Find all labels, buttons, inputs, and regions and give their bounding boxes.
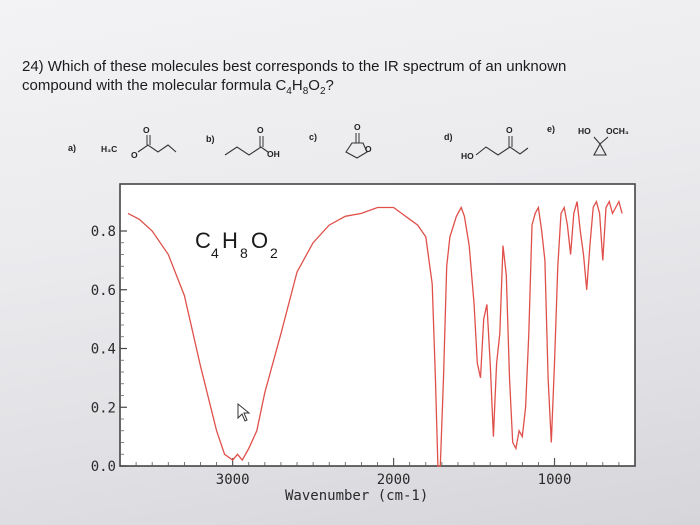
question-line-2: compound with the molecular formula C4H8…: [22, 76, 662, 101]
formula-h-sub-big: 8: [240, 245, 248, 261]
formula-c-sub: 4: [286, 86, 292, 97]
choice-a-atom-h3c: H₃C: [101, 144, 117, 154]
x-tick-label-0: 3000: [216, 472, 250, 488]
choice-e-label: e): [547, 124, 555, 134]
question-line-2-prefix: compound with the molecular formula C: [22, 77, 287, 94]
molecule-choices: a) H₃C O O b) O OH c) O O d) HO: [68, 122, 629, 161]
choice-b-atom-o-carbonyl: O: [257, 125, 264, 135]
x-tick-label-2: 1000: [538, 472, 572, 488]
choice-c-atom-o-ring: O: [365, 144, 372, 154]
spectrum-formula: C 4 H 8 O 2: [195, 228, 278, 261]
choice-c-ring: [345, 142, 368, 159]
choice-b[interactable]: b) O OH: [206, 125, 280, 159]
choice-a-label: a): [68, 143, 76, 153]
spectrum-line: [127, 199, 623, 467]
choice-b-bonds: [224, 146, 269, 156]
formula-o-sub: 2: [319, 86, 326, 97]
choice-d-bonds: [475, 146, 529, 156]
question-text: 24) Which of these molecules best corresp…: [22, 57, 662, 101]
mouse-cursor-icon: [237, 402, 251, 422]
formula-h-sub: 8: [302, 86, 309, 97]
choice-d-atom-ho: HO: [461, 151, 474, 161]
choice-e-atom-ho: HO: [578, 126, 591, 136]
question-line-2-suffix: ?: [325, 77, 334, 94]
choice-b-atom-oh: OH: [267, 149, 280, 159]
choice-d-label: d): [444, 132, 453, 142]
x-axis-title: Wavenumber (cm-1): [285, 488, 428, 504]
choice-d[interactable]: d) HO O: [444, 125, 529, 161]
choice-e-ring: [593, 142, 607, 156]
choice-a[interactable]: a) H₃C O O: [68, 125, 177, 160]
formula-h-letter: H: [291, 77, 303, 94]
formula-c: C: [195, 228, 211, 253]
choice-a-atom-o-ester: O: [131, 150, 138, 160]
choice-e[interactable]: e) HO OCH₃: [547, 124, 629, 156]
formula-o-sub-big: 2: [270, 245, 278, 261]
choice-c-label: c): [309, 132, 317, 142]
y-tick-label-1: 0.2: [91, 400, 116, 416]
choice-b-double-bond: [259, 136, 264, 147]
choice-e-atom-och3: OCH₃: [606, 126, 629, 136]
y-tick-label-3: 0.6: [91, 283, 116, 299]
question-number: 24): [22, 58, 44, 75]
choice-c[interactable]: c) O O: [309, 122, 372, 159]
y-axis: 0.0 0.2 0.4 0.6 0.8: [91, 224, 127, 475]
choice-a-bonds: [137, 144, 177, 153]
formula-o-letter: O: [308, 77, 320, 94]
choice-a-atom-o-carbonyl: O: [143, 125, 150, 135]
choice-c-double-bond: [355, 133, 360, 143]
choice-c-atom-o-carbonyl: O: [354, 122, 361, 132]
y-tick-label-4: 0.8: [91, 224, 116, 240]
formula-o: O: [251, 228, 268, 253]
y-tick-label-2: 0.4: [91, 342, 116, 358]
y-tick-label-0: 0.0: [91, 459, 116, 475]
question-line-1-text: Which of these molecules best correspond…: [47, 58, 567, 75]
x-tick-label-1: 2000: [377, 472, 411, 488]
formula-c-sub-big: 4: [211, 245, 219, 261]
choice-b-label: b): [206, 134, 215, 144]
x-axis: 3000 2000 1000: [135, 458, 620, 488]
question-line-1: 24) Which of these molecules best corresp…: [22, 57, 662, 76]
plot-frame: [119, 183, 636, 467]
choice-d-double-bond: [508, 136, 513, 147]
choice-a-double-bond: [146, 135, 151, 145]
formula-h: H: [222, 228, 238, 253]
choice-d-atom-o-carbonyl: O: [506, 125, 513, 135]
